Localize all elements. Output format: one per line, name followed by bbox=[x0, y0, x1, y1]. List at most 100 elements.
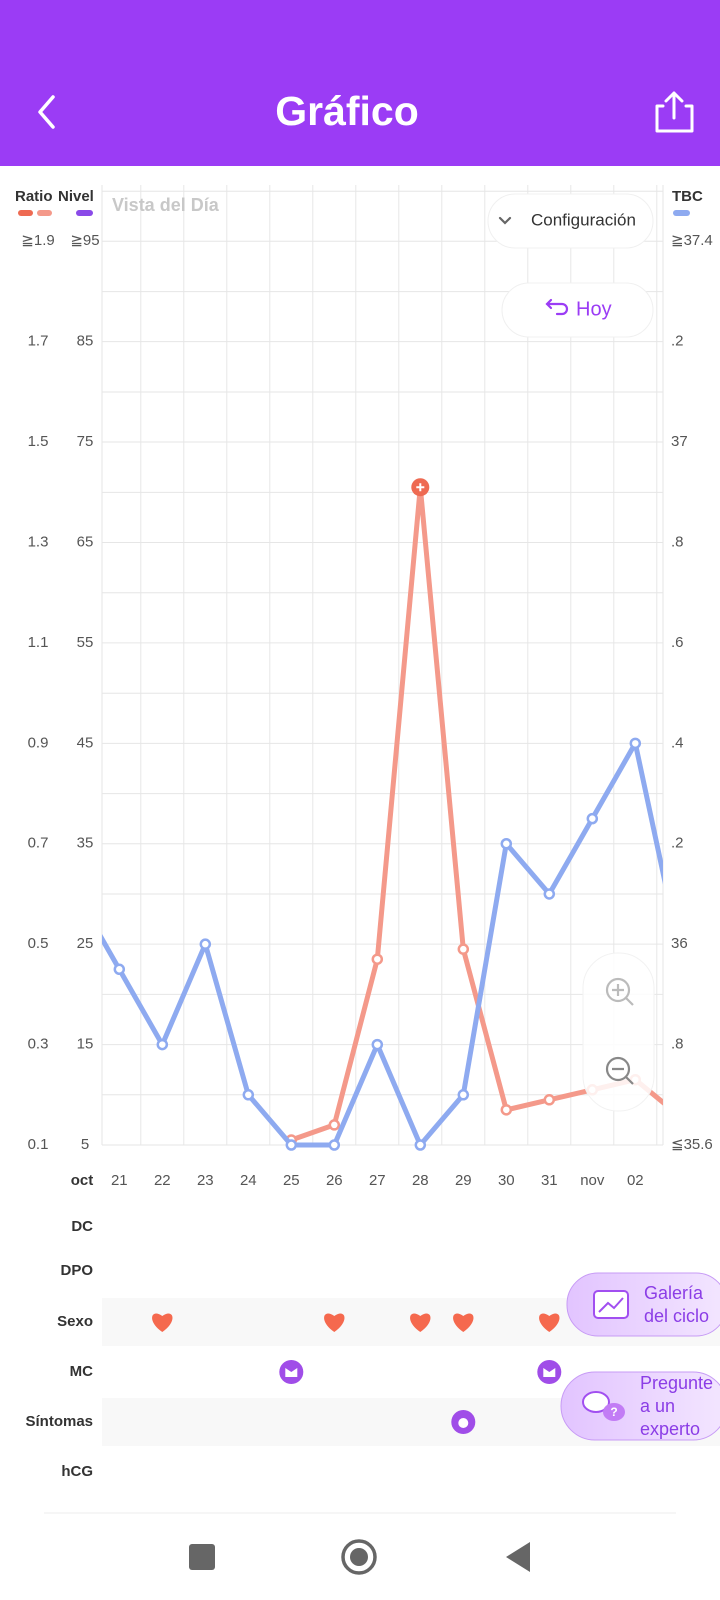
row-label: Síntomas bbox=[25, 1413, 93, 1430]
symptom-glyph bbox=[458, 1418, 469, 1428]
config-button[interactable]: Configuración bbox=[487, 193, 654, 249]
data-point bbox=[500, 1104, 513, 1116]
record-icon bbox=[453, 1313, 474, 1332]
tbc-tick-label: 36 bbox=[671, 935, 688, 952]
legend-swatch bbox=[37, 210, 52, 216]
nav-back[interactable] bbox=[506, 1542, 530, 1572]
level-tick-label: 25 bbox=[77, 935, 94, 952]
level-tick-label: 65 bbox=[77, 533, 94, 550]
tbc-tick-label: ≧37.4 bbox=[671, 232, 713, 249]
zoom-controls bbox=[582, 952, 655, 1112]
legend-label: Nivel bbox=[58, 188, 94, 205]
ratio-tick-label: 0.9 bbox=[28, 734, 49, 751]
level-tick-label: 85 bbox=[77, 333, 94, 350]
view-label[interactable]: Vista del Día bbox=[112, 195, 220, 215]
tbc-tick-label: .2 bbox=[671, 835, 684, 852]
data-point bbox=[457, 1089, 470, 1101]
data-point bbox=[113, 963, 126, 976]
config-label: Configuración bbox=[531, 210, 636, 229]
data-point bbox=[586, 812, 599, 825]
x-tick-label: 26 bbox=[326, 1172, 343, 1189]
ratio-tick-label: 1.1 bbox=[28, 634, 49, 651]
row-label: DC bbox=[71, 1218, 93, 1235]
ratio-tick-label: 1.3 bbox=[28, 533, 49, 550]
data-point bbox=[242, 1089, 255, 1101]
data-point bbox=[543, 888, 556, 900]
zoom-out[interactable] bbox=[605, 1056, 634, 1085]
ratio-tick-label: 0.5 bbox=[28, 935, 49, 952]
back-button[interactable] bbox=[38, 95, 55, 129]
gallery-label: Galería bbox=[644, 1283, 704, 1303]
tbc-tick-label: .6 bbox=[671, 634, 684, 651]
level-tick-label: 5 bbox=[81, 1136, 89, 1153]
record-icon bbox=[537, 1360, 562, 1384]
nav-home[interactable] bbox=[341, 1539, 377, 1575]
expert-button[interactable]: ? Pregunte a un experto bbox=[560, 1371, 720, 1441]
data-point bbox=[543, 1094, 556, 1106]
x-tick-label: 21 bbox=[111, 1172, 128, 1189]
x-tick-label: 23 bbox=[197, 1172, 214, 1189]
tbc-tick-label: .2 bbox=[671, 333, 684, 350]
mc-glyph bbox=[285, 1368, 298, 1377]
tbc-tick-label: .8 bbox=[671, 1036, 684, 1053]
mc-glyph bbox=[543, 1368, 556, 1377]
zoom-in[interactable] bbox=[605, 977, 634, 1006]
level-tick-label: 15 bbox=[77, 1036, 94, 1053]
x-tick-label: 28 bbox=[412, 1172, 429, 1189]
month-label: oct bbox=[71, 1172, 94, 1189]
row-label: MC bbox=[70, 1363, 93, 1380]
tbc-tick-label: 37 bbox=[671, 433, 688, 450]
data-point bbox=[414, 1139, 427, 1151]
x-tick-label: 30 bbox=[498, 1172, 515, 1189]
nav-recent[interactable] bbox=[189, 1544, 215, 1570]
legend-label: TBC bbox=[672, 188, 703, 205]
record-rows: DC DPO Sexo MC Síntomas hCG bbox=[25, 1218, 720, 1480]
header-bar bbox=[0, 0, 720, 166]
x-tick-label: 31 bbox=[541, 1172, 558, 1189]
data-point bbox=[371, 1038, 384, 1051]
data-point bbox=[629, 737, 642, 750]
record-icon bbox=[324, 1313, 345, 1332]
today-button[interactable]: Hoy bbox=[501, 282, 654, 338]
heart-icon bbox=[152, 1313, 173, 1332]
record-icon bbox=[279, 1360, 304, 1384]
x-tick-label: 02 bbox=[627, 1172, 644, 1189]
legend-swatch bbox=[76, 210, 93, 216]
expert-label: experto bbox=[640, 1419, 700, 1439]
record-icon bbox=[539, 1313, 560, 1332]
grid bbox=[101, 185, 664, 1146]
ratio-tick-label: 0.3 bbox=[28, 1036, 49, 1053]
ratio-tick-label: 1.7 bbox=[28, 333, 49, 350]
record-icon bbox=[410, 1313, 431, 1332]
share-button[interactable] bbox=[655, 91, 694, 133]
level-tick-label: ≧95 bbox=[70, 232, 99, 249]
data-point bbox=[328, 1139, 341, 1151]
data-point bbox=[199, 938, 212, 950]
level-tick-label: 45 bbox=[77, 734, 94, 751]
svg-text:?: ? bbox=[610, 1405, 617, 1419]
heart-icon bbox=[324, 1313, 345, 1332]
data-point bbox=[457, 943, 470, 955]
row-label: Sexo bbox=[57, 1313, 93, 1330]
legend-label: Ratio bbox=[15, 188, 53, 205]
peak-point bbox=[411, 478, 430, 497]
page-title: Gráfico bbox=[275, 88, 419, 134]
row-label: DPO bbox=[60, 1262, 93, 1279]
tbc-tick-label: ≦35.6 bbox=[671, 1136, 713, 1153]
ratio-tick-label: ≧1.9 bbox=[21, 232, 54, 249]
data-point bbox=[371, 953, 384, 965]
data-point bbox=[500, 837, 513, 850]
ratio-tick-label: 0.7 bbox=[28, 835, 49, 852]
tbc-tick-label: .4 bbox=[671, 734, 684, 751]
level-tick-label: 55 bbox=[77, 634, 94, 651]
gallery-button[interactable]: Galería del ciclo bbox=[566, 1272, 720, 1337]
expert-label: a un bbox=[640, 1396, 675, 1416]
level-tick-label: 35 bbox=[77, 835, 94, 852]
x-tick-label: nov bbox=[580, 1172, 605, 1189]
data-point bbox=[285, 1139, 298, 1151]
record-icon bbox=[152, 1313, 173, 1332]
x-tick-label: 24 bbox=[240, 1172, 257, 1189]
x-tick-label: 29 bbox=[455, 1172, 472, 1189]
expert-label: Pregunte bbox=[640, 1373, 713, 1393]
